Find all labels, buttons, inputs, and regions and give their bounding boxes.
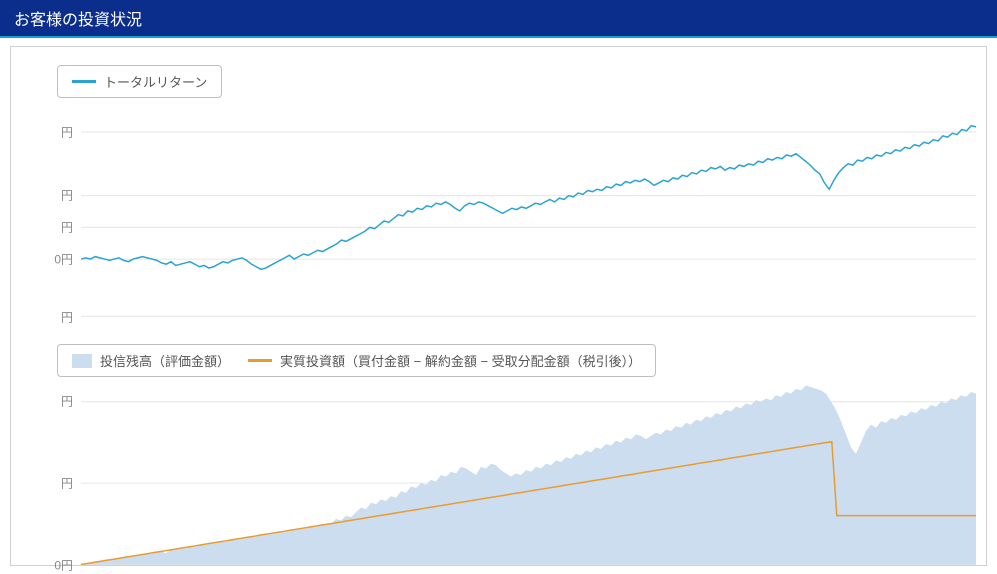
y-tick-label: 円 — [61, 187, 73, 204]
legend-item: 実質投資額（買付金額 − 解約金額 − 受取分配金額（税引後）） — [248, 351, 641, 370]
y-tick-label: 円 — [61, 308, 73, 325]
legend-label: トータルリターン — [104, 72, 207, 91]
y-tick-label: 円 — [61, 123, 73, 140]
chart2-wrap: 円円0円 — [21, 385, 976, 565]
legend-label: 実質投資額（買付金額 − 解約金額 − 受取分配金額（税引後）） — [280, 351, 641, 370]
area-swatch-icon — [72, 354, 92, 368]
series-total-return — [81, 126, 976, 270]
legend-item: 投信残高（評価金額） — [72, 351, 230, 370]
legend-label: 投信残高（評価金額） — [100, 351, 230, 370]
y-tick-label: 0円 — [54, 557, 73, 574]
y-tick-label: 円 — [61, 219, 73, 236]
legend-item: トータルリターン — [72, 72, 207, 91]
y-tick-label: 円 — [61, 475, 73, 492]
line-swatch-icon — [248, 359, 272, 362]
chart2 — [81, 385, 976, 565]
chart1-legend: トータルリターン — [57, 65, 222, 98]
panel: トータルリターン 円円円0円円 投信残高（評価金額）実質投資額（買付金額 − 解… — [10, 46, 987, 566]
page-header: お客様の投資状況 — [0, 0, 997, 38]
y-tick-label: 0円 — [54, 251, 73, 268]
chart1-ylabels: 円円円0円円 — [21, 106, 77, 336]
y-tick-label: 円 — [61, 393, 73, 410]
page-title: お客様の投資状況 — [14, 12, 142, 29]
chart2-ylabels: 円円0円 — [21, 385, 77, 565]
line-swatch-icon — [72, 80, 96, 83]
chart1-wrap: 円円円0円円 — [21, 106, 976, 336]
series-balance — [81, 386, 976, 565]
chart1 — [81, 106, 976, 336]
chart2-legend: 投信残高（評価金額） 実質投資額（買付金額 − 解約金額 − 受取分配金額（税引後… — [57, 344, 656, 377]
